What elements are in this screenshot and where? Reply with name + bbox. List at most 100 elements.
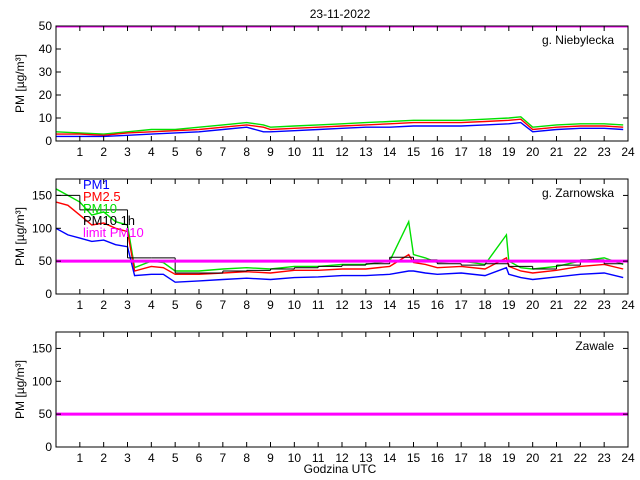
series-pm25-line: [56, 201, 624, 275]
x-tick-label: 16: [431, 298, 445, 312]
x-tick-label: 7: [219, 451, 226, 465]
station-label: g. Niebylecka: [542, 33, 614, 47]
x-tick-label: 17: [454, 451, 468, 465]
plot-area: [56, 26, 628, 138]
y-axis-label: PM [µg/m³]: [13, 207, 27, 266]
y-tick-label: 10: [39, 111, 53, 125]
x-tick-label: 15: [407, 145, 421, 159]
x-tick-label: 16: [431, 451, 445, 465]
x-tick-label: 24: [621, 298, 635, 312]
x-tick-label: 21: [550, 451, 564, 465]
y-tick-label: 20: [39, 88, 53, 102]
x-tick-label: 18: [478, 451, 492, 465]
x-tick-label: 2: [100, 298, 107, 312]
x-tick-label: 14: [383, 298, 397, 312]
x-tick-label: 15: [407, 298, 421, 312]
y-tick-label: 50: [39, 407, 53, 421]
x-tick-label: 8: [243, 298, 250, 312]
x-tick-label: 19: [502, 298, 516, 312]
x-tick-label: 6: [196, 298, 203, 312]
x-tick-label: 14: [383, 451, 397, 465]
y-tick-label: 40: [39, 42, 53, 56]
x-tick-label: 17: [454, 145, 468, 159]
y-axis-label: PM [µg/m³]: [13, 54, 27, 113]
y-tick-label: 30: [39, 65, 53, 79]
x-tick-label: 11: [312, 451, 325, 465]
axes-frame: [55, 331, 629, 448]
x-tick-label: 13: [359, 451, 373, 465]
x-tick-label: 10: [288, 451, 302, 465]
y-tick-label: 50: [39, 19, 53, 33]
x-tick-label: 3: [124, 298, 131, 312]
y-tick-label: 150: [32, 341, 52, 355]
chart-title: 23-11-2022: [310, 7, 371, 21]
y-tick-label: 0: [45, 287, 52, 301]
x-tick-label: 13: [359, 298, 373, 312]
panel-1: 1 2 3 4 5 6 7 8 9 10 11 12 13 14 15 16 17 18 19 20 21 22 23 240…: [13, 19, 635, 159]
x-tick-label: 1: [76, 298, 83, 312]
x-tick-label: 8: [243, 145, 250, 159]
x-tick-label: 21: [550, 298, 564, 312]
y-tick-label: 0: [45, 440, 52, 454]
x-tick-label: 24: [621, 145, 635, 159]
x-tick-label: 22: [574, 298, 588, 312]
station-label: g. Zarnowska: [542, 186, 614, 200]
x-axis-label: Godzina UTC: [304, 462, 377, 476]
series-pm1-line: [56, 121, 624, 138]
x-tick-label: 4: [148, 451, 155, 465]
x-tick-label: 2: [100, 451, 107, 465]
y-tick-label: 100: [32, 221, 52, 235]
x-tick-label: 18: [478, 145, 492, 159]
x-tick-label: 18: [478, 298, 492, 312]
x-tick-label: 7: [219, 145, 226, 159]
x-tick-label: 12: [335, 451, 349, 465]
x-tick-label: 23: [597, 451, 611, 465]
y-axis-label: PM [µg/m³]: [13, 360, 27, 419]
x-tick-label: 1: [76, 145, 83, 159]
x-tick-label: 19: [502, 451, 516, 465]
x-tick-label: 6: [196, 145, 203, 159]
x-tick-label: 9: [267, 145, 274, 159]
x-tick-label: 15: [407, 451, 421, 465]
x-tick-label: 8: [243, 451, 250, 465]
x-tick-label: 17: [454, 298, 468, 312]
x-tick-label: 11: [312, 145, 325, 159]
x-tick-label: 21: [550, 145, 564, 159]
x-tick-label: 7: [219, 298, 226, 312]
station-label: Zawale: [575, 339, 614, 353]
x-tick-label: 20: [526, 298, 540, 312]
x-tick-label: 13: [359, 145, 373, 159]
x-tick-label: 3: [124, 451, 131, 465]
x-tick-label: 4: [148, 298, 155, 312]
y-tick-label: 150: [32, 188, 52, 202]
x-tick-label: 20: [526, 145, 540, 159]
x-tick-label: 9: [267, 298, 274, 312]
x-tick-label: 16: [431, 145, 445, 159]
panel-2: 1 2 3 4 5 6 7 8 9 10 11 12 13 14 15 16 17 18 19 20 21 22 23 240…: [13, 177, 635, 312]
panel-3: 1 2 3 4 5 6 7 8 9 10 11 12 13 14 15 16 17 18 19 20 21 22 23 240…: [13, 331, 635, 465]
legend-entry: PM10 1h: [83, 213, 135, 228]
y-tick-label: 50: [39, 254, 53, 268]
x-tick-label: 19: [502, 145, 516, 159]
x-tick-label: 5: [172, 298, 179, 312]
y-tick-label: 100: [32, 374, 52, 388]
x-tick-label: 5: [172, 145, 179, 159]
x-tick-label: 12: [335, 298, 349, 312]
series-pm10-line: [56, 116, 624, 135]
legend-entry: PM2.5: [83, 189, 121, 204]
x-tick-label: 2: [100, 145, 107, 159]
legend-entry: PM10: [83, 201, 117, 216]
x-tick-label: 5: [172, 451, 179, 465]
series-pm1-line: [56, 227, 624, 283]
x-tick-label: 23: [597, 298, 611, 312]
series-pm25-line: [56, 118, 624, 137]
x-tick-label: 23: [597, 145, 611, 159]
x-tick-label: 20: [526, 451, 540, 465]
legend-entry: PM1: [83, 177, 110, 192]
x-tick-label: 14: [383, 145, 397, 159]
plot-area: [56, 188, 628, 283]
legend-entry: limit PM10: [83, 225, 144, 240]
x-tick-label: 12: [335, 145, 349, 159]
x-tick-label: 4: [148, 145, 155, 159]
